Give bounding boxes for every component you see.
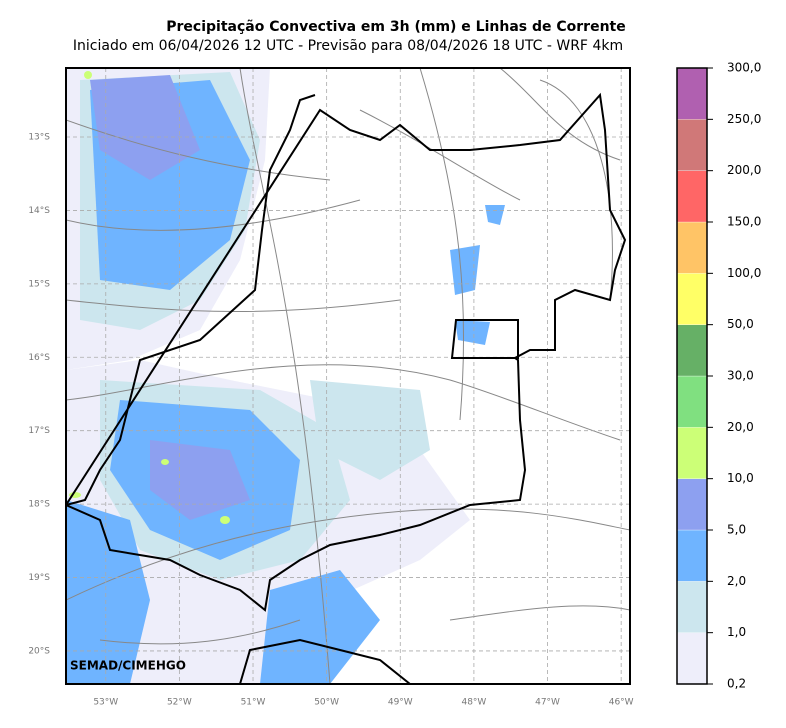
colorbar-segment	[676, 170, 708, 223]
colorbar-label: 10,0	[727, 471, 754, 485]
colorbar-label: 1,0	[727, 625, 746, 639]
lat-label: 14°S	[28, 206, 50, 216]
colorbar-label: 200,0	[727, 163, 761, 177]
colorbar-segment	[676, 375, 708, 428]
map-layers	[66, 68, 630, 684]
lon-label: 47°W	[535, 698, 560, 708]
colorbar-segment	[676, 221, 708, 274]
lat-label: 18°S	[28, 500, 50, 510]
colorbar-segment	[676, 581, 708, 633]
colorbar-label: 150,0	[727, 215, 761, 229]
lon-label: 49°W	[388, 698, 413, 708]
lon-label: 46°W	[609, 698, 634, 708]
colorbar-label: 300,0	[727, 61, 761, 75]
colorbar: 0,2 1,0 2,0 5,0 10,0 20,0 30,0 50,0 100,0 150,0 20…	[676, 61, 761, 691]
title: Precipitação Convectiva em 3h (mm) e Lin…	[166, 19, 625, 35]
lat-label: 17°S	[28, 426, 50, 436]
subtitle: Iniciado em 06/04/2026 12 UTC - Previsão…	[73, 38, 623, 54]
colorbar-segment	[676, 67, 708, 120]
colorbar-label: 2,0	[727, 574, 746, 588]
lat-label: 20°S	[28, 646, 50, 656]
colorbar-segment	[676, 273, 708, 325]
lon-label: 50°W	[314, 698, 339, 708]
lon-label: 52°W	[167, 698, 192, 708]
borders	[66, 92, 627, 684]
colorbar-segment	[676, 632, 708, 685]
grid-lines	[66, 68, 630, 684]
streamlines	[66, 68, 630, 684]
lon-label: 53°W	[93, 698, 118, 708]
lat-label: 15°S	[28, 279, 50, 289]
lat-label: 16°S	[28, 353, 50, 363]
colorbar-segment	[676, 119, 708, 171]
lon-label: 48°W	[461, 698, 486, 708]
colorbar-label: 5,0	[727, 523, 746, 537]
colorbar-segment	[676, 427, 708, 479]
lat-label: 19°S	[28, 573, 50, 583]
colorbar-label: 50,0	[727, 317, 754, 331]
colorbar-label: 30,0	[727, 369, 754, 383]
colorbar-label: 20,0	[727, 420, 754, 434]
colorbar-frame	[676, 67, 708, 685]
colorbar-label: 100,0	[727, 266, 761, 280]
colorbar-label: 250,0	[727, 112, 761, 126]
credit: SEMAD/CIMEHGO	[70, 659, 186, 673]
colorbar-segment	[676, 324, 708, 377]
map-frame	[65, 67, 631, 685]
colorbar-label: 0,2	[727, 677, 746, 691]
colorbar-segment	[676, 478, 708, 531]
colorbar-segment	[676, 529, 708, 582]
lon-label: 51°W	[241, 698, 266, 708]
precip	[66, 68, 505, 684]
lat-label: 13°S	[28, 133, 50, 143]
